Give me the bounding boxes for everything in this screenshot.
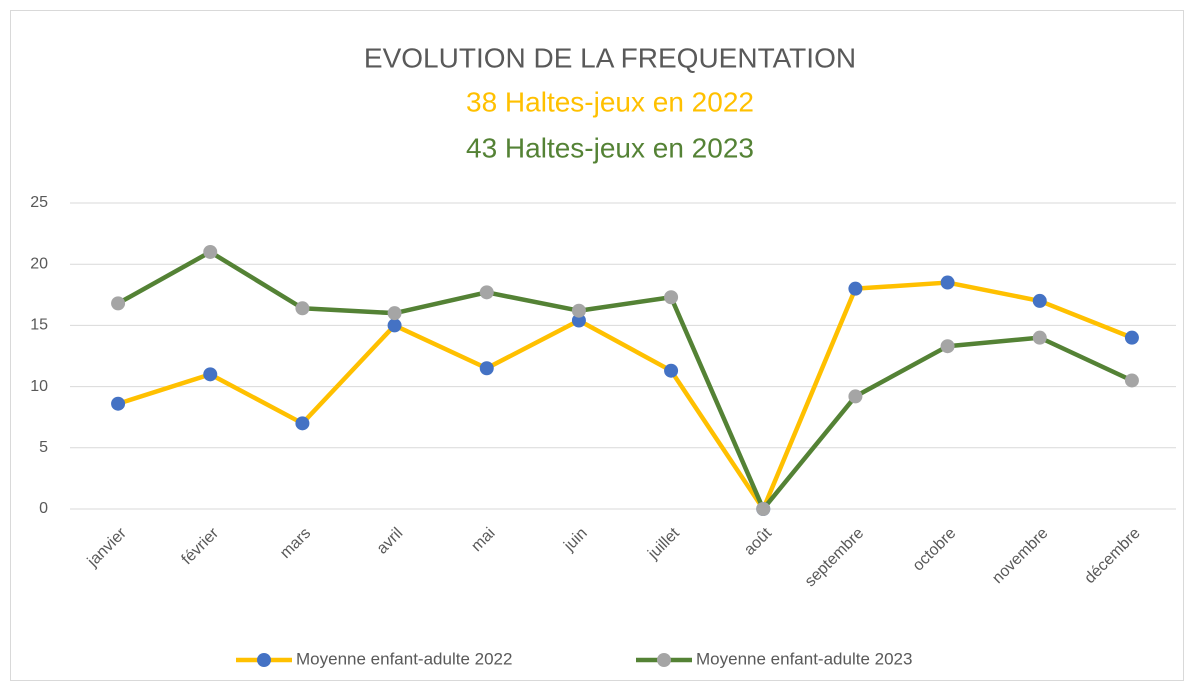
series-marker [848, 281, 863, 296]
series-marker [479, 361, 494, 376]
y-tick-label: 20 [30, 255, 48, 272]
legend-label: Moyenne enfant-adulte 2022 [296, 649, 512, 668]
series-marker [1032, 330, 1047, 345]
y-tick-label: 15 [30, 317, 48, 334]
series-marker [848, 389, 863, 404]
series-marker [1124, 330, 1139, 345]
series-marker [295, 301, 310, 316]
series-marker [479, 285, 494, 300]
chart-subtitle: 43 Haltes-jeux en 2023 [466, 132, 754, 163]
series-marker [664, 290, 679, 305]
series-marker [387, 306, 402, 321]
y-tick-label: 0 [39, 500, 48, 517]
series-marker [295, 416, 310, 431]
series-marker [203, 367, 218, 382]
series-marker [387, 318, 402, 333]
series-marker [756, 502, 771, 516]
y-tick-label: 5 [39, 439, 48, 456]
series-marker [664, 363, 679, 378]
legend-label: Moyenne enfant-adulte 2023 [696, 649, 912, 668]
legend-marker [257, 653, 271, 667]
series-marker [1124, 373, 1139, 388]
series-line [117, 280, 1133, 512]
series-marker [571, 313, 586, 328]
series-marker [571, 303, 586, 318]
series-line [116, 249, 1133, 512]
series-marker [203, 244, 218, 259]
series-marker [940, 275, 955, 290]
chart-subtitle: 38 Haltes-jeux en 2022 [466, 86, 754, 117]
legend-marker [657, 653, 671, 667]
series-marker [111, 296, 126, 311]
series-marker [111, 396, 126, 411]
series-marker [940, 339, 955, 354]
series-marker [1032, 293, 1047, 308]
chart-title: EVOLUTION DE LA FREQUENTATION [364, 42, 856, 73]
y-tick-label: 10 [30, 378, 48, 395]
chart-border [10, 10, 1184, 681]
y-tick-label: 25 [30, 194, 48, 211]
